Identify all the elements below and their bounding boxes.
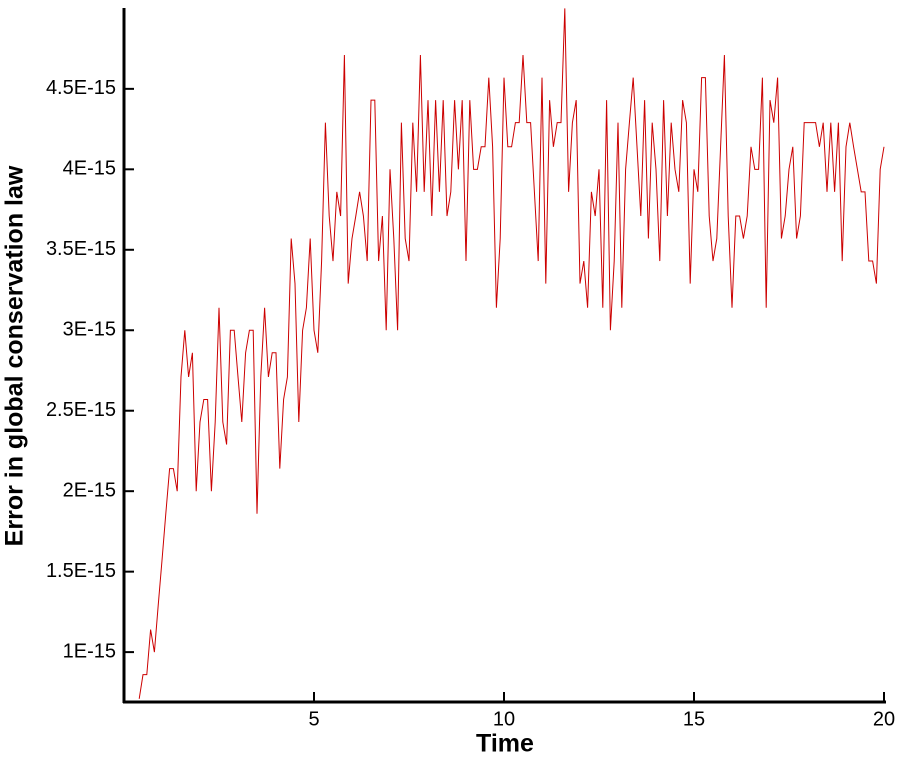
data-line (138, 8, 885, 699)
x-tick-label: 15 (683, 708, 705, 730)
y-tick-label: 3.5E-15 (46, 238, 116, 260)
y-tick-label: 3E-15 (63, 319, 116, 341)
y-axis-title: Error in global conservation law (1, 165, 29, 546)
y-tick-label: 4.5E-15 (46, 77, 116, 99)
y-tick-label: 2.5E-15 (46, 399, 116, 421)
y-tick-label: 1E-15 (63, 640, 116, 662)
x-tick-label: 20 (873, 708, 895, 730)
x-tick-label: 10 (493, 708, 515, 730)
x-tick-label: 5 (308, 708, 319, 730)
x-axis-title: Time (476, 730, 534, 758)
y-tick-label: 1.5E-15 (46, 560, 116, 582)
y-tick-label: 4E-15 (63, 158, 116, 180)
y-tick-label: 2E-15 (63, 479, 116, 501)
